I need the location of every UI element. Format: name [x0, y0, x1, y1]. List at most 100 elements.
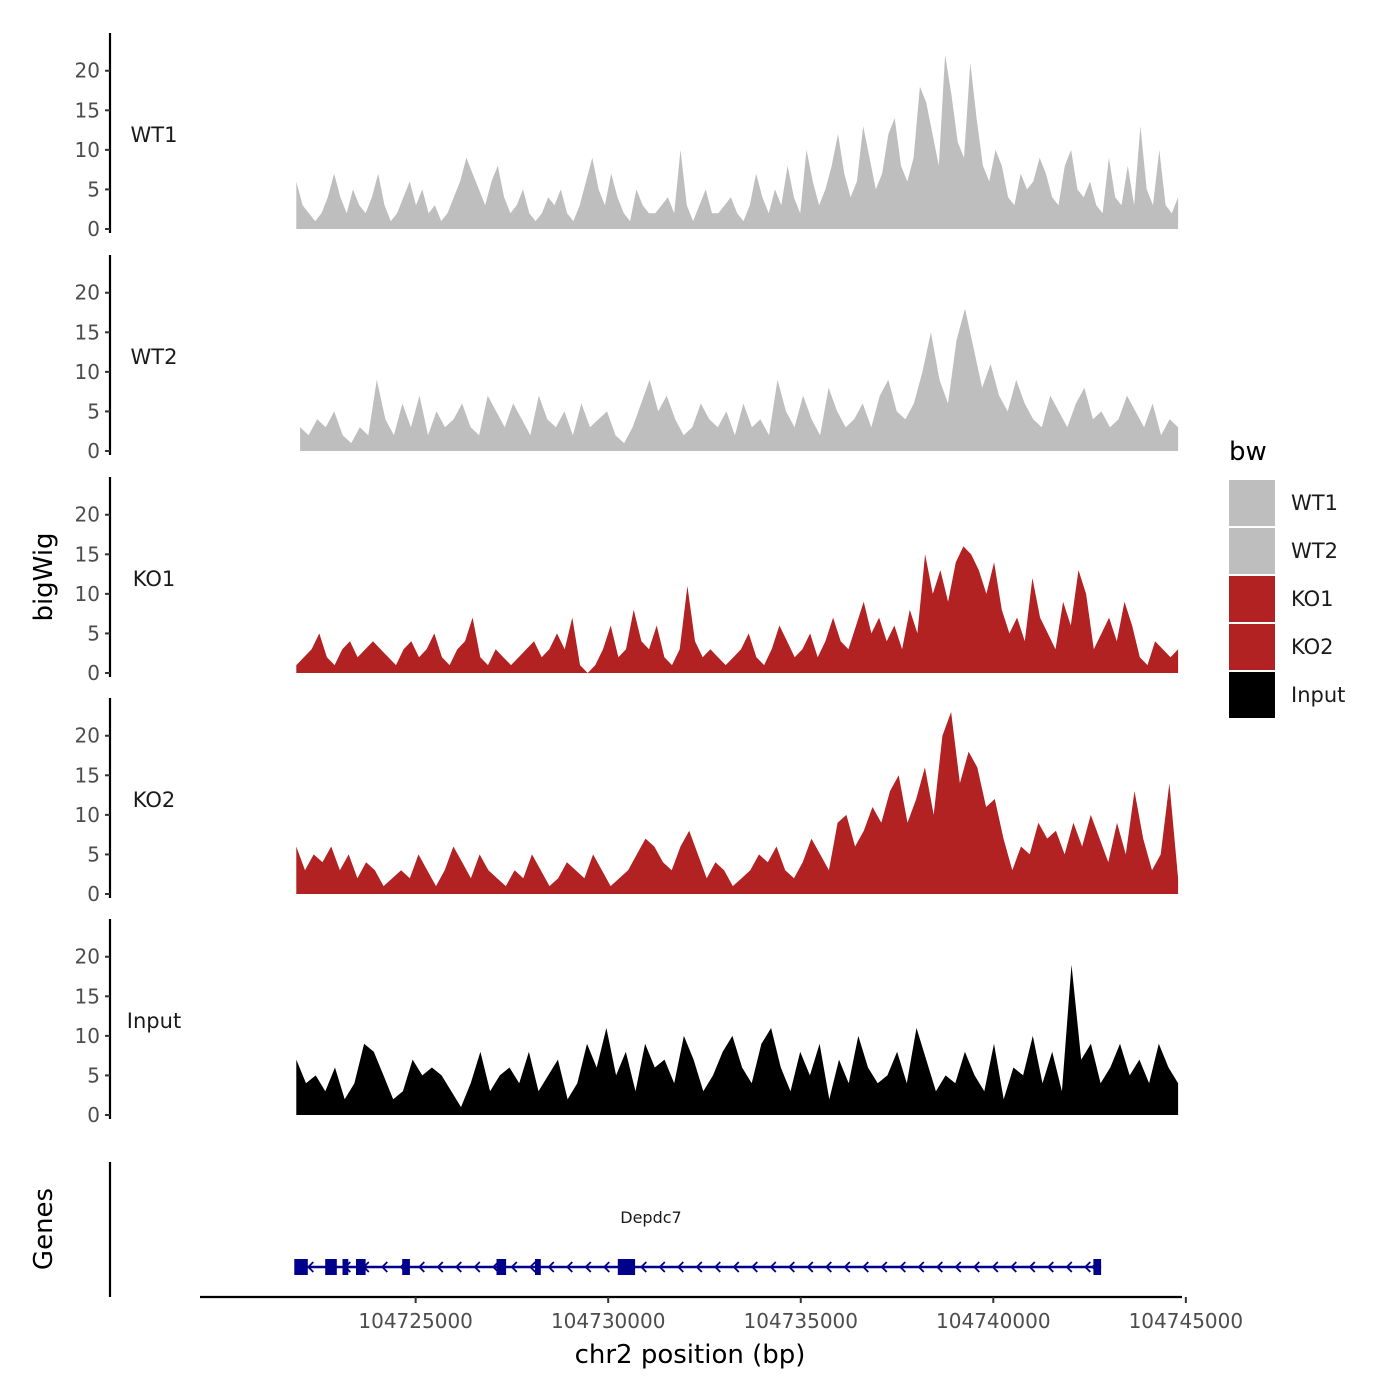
exon-5 — [402, 1259, 410, 1275]
legend-key-wt2 — [1229, 528, 1275, 574]
gene-end-arrow-icon — [1091, 1259, 1100, 1275]
y-tick-label-ko1-15: 15 — [75, 542, 100, 566]
strand-arrow-icon — [880, 1261, 888, 1273]
strand-arrow-icon — [510, 1261, 518, 1273]
strand-arrow-icon — [418, 1261, 425, 1273]
y-tick-label-input-10: 10 — [75, 1024, 100, 1048]
area-wt2 — [300, 308, 1179, 451]
strand-arrow-icon — [991, 1261, 999, 1273]
legend-label-wt2: WT2 — [1291, 539, 1338, 563]
strand-arrow-icon — [436, 1261, 444, 1273]
y-tick-label-input-20: 20 — [75, 945, 100, 969]
area-ko1 — [296, 546, 1179, 673]
strand-arrow-icon — [806, 1261, 814, 1273]
strand-arrow-icon — [769, 1261, 777, 1273]
strand-arrow-icon — [1065, 1261, 1073, 1273]
track-wt2: 0 5 10 15 20 WT2 — [75, 255, 1179, 463]
x-tick-label-0: 104725000 — [358, 1309, 473, 1333]
strand-arrow-icon — [973, 1261, 980, 1273]
strand-arrow-icon — [825, 1261, 832, 1273]
strand-arrow-icon — [566, 1261, 573, 1273]
strand-arrow-icon — [788, 1261, 795, 1273]
legend-label-wt1: WT1 — [1291, 491, 1338, 515]
x-axis-title: chr2 position (bp) — [575, 1340, 806, 1370]
strand-arrow-icon — [1084, 1261, 1091, 1273]
exon-3 — [342, 1259, 349, 1275]
x-tick-label-2: 104735000 — [743, 1309, 858, 1333]
strand-arrow-icon — [1010, 1261, 1017, 1273]
y-tick-label-ko1-0: 0 — [87, 661, 100, 685]
strand-arrow-icon — [547, 1261, 555, 1273]
y-axis-title: bigWig — [29, 532, 59, 621]
track-label-ko1: KO1 — [133, 567, 176, 591]
y-tick-label-wt2-0: 0 — [87, 439, 100, 463]
y-tick-label-ko2-5: 5 — [87, 842, 100, 866]
legend-label-ko2: KO2 — [1291, 635, 1334, 659]
exon-4 — [356, 1259, 366, 1275]
strand-arrow-icon — [381, 1261, 388, 1273]
exon-1 — [294, 1259, 308, 1275]
y-tick-label-wt2-5: 5 — [87, 399, 100, 423]
strand-arrow-icon — [677, 1261, 684, 1273]
track-wt1: 0 5 10 15 20 WT1 — [75, 33, 1179, 241]
track-ko1: 0 5 10 15 20 KO1 — [75, 477, 1179, 685]
strand-arrow-icon — [751, 1261, 758, 1273]
legend-label-ko1: KO1 — [1291, 587, 1334, 611]
strand-arrow-icon — [843, 1261, 851, 1273]
y-tick-label-ko1-5: 5 — [87, 621, 100, 645]
y-tick-label-wt2-10: 10 — [75, 360, 100, 384]
strand-arrow-icon — [307, 1261, 314, 1273]
y-tick-label-ko2-15: 15 — [75, 763, 100, 787]
area-wt1 — [296, 54, 1179, 230]
track-ko2: 0 5 10 15 20 KO2 — [75, 698, 1179, 906]
strand-arrow-icon — [584, 1261, 592, 1273]
strand-arrow-icon — [658, 1261, 666, 1273]
track-input: 0 5 10 15 20 Input — [75, 919, 1179, 1127]
y-tick-label-wt2-15: 15 — [75, 320, 100, 344]
strand-arrow-icon — [529, 1261, 536, 1273]
legend-key-wt1 — [1229, 480, 1275, 526]
x-tick-label-3: 104740000 — [936, 1309, 1051, 1333]
y-tick-label-ko2-20: 20 — [75, 724, 100, 748]
tracks: 0 5 10 15 20 WT1 0 5 10 15 20 WT2 0 5 10 15 20 KO1 0 5 10 15 2… — [75, 33, 1179, 1127]
track-label-input: Input — [127, 1009, 181, 1033]
strand-arrow-icon — [954, 1261, 962, 1273]
y-tick-label-wt1-10: 10 — [75, 138, 100, 162]
strand-arrow-icon — [603, 1261, 610, 1273]
area-input — [296, 964, 1179, 1115]
x-tick-label-1: 104730000 — [551, 1309, 666, 1333]
legend-key-input — [1229, 672, 1275, 718]
y-tick-label-ko2-10: 10 — [75, 803, 100, 827]
x-axis: 104725000 104730000 104735000 104740000 1047… — [200, 1295, 1244, 1333]
gene-track — [108, 1162, 1102, 1297]
track-label-wt1: WT1 — [131, 123, 178, 147]
legend: WT1 WT2 KO1 KO2 Input — [1229, 480, 1345, 718]
y-tick-label-input-5: 5 — [87, 1063, 100, 1087]
strand-arrow-icon — [936, 1261, 943, 1273]
strand-arrow-icon — [695, 1261, 703, 1273]
strand-arrow-icon — [917, 1261, 925, 1273]
y-tick-label-input-15: 15 — [75, 984, 100, 1008]
y-tick-label-ko2-0: 0 — [87, 882, 100, 906]
y-tick-label-ko1-20: 20 — [75, 503, 100, 527]
y-tick-label-wt1-20: 20 — [75, 59, 100, 83]
exon-6 — [496, 1259, 507, 1275]
x-tick-label-4: 104745000 — [1129, 1309, 1244, 1333]
exon-2 — [325, 1259, 337, 1275]
strand-arrow-icon — [640, 1261, 647, 1273]
y-tick-label-input-0: 0 — [87, 1103, 100, 1127]
strand-arrow-icon — [732, 1261, 740, 1273]
strand-arrow-icon — [455, 1261, 462, 1273]
legend-label-input: Input — [1291, 683, 1345, 707]
strand-arrow-icon — [714, 1261, 721, 1273]
track-label-ko2: KO2 — [133, 788, 176, 812]
strand-arrow-icon — [1047, 1261, 1054, 1273]
gene-label: Depdc7 — [620, 1208, 681, 1227]
strand-arrow-icon — [473, 1261, 481, 1273]
exon-7 — [535, 1259, 541, 1275]
area-ko2 — [296, 712, 1179, 894]
y-tick-label-wt1-15: 15 — [75, 98, 100, 122]
legend-key-ko1 — [1229, 576, 1275, 622]
strand-arrow-icon — [899, 1261, 906, 1273]
